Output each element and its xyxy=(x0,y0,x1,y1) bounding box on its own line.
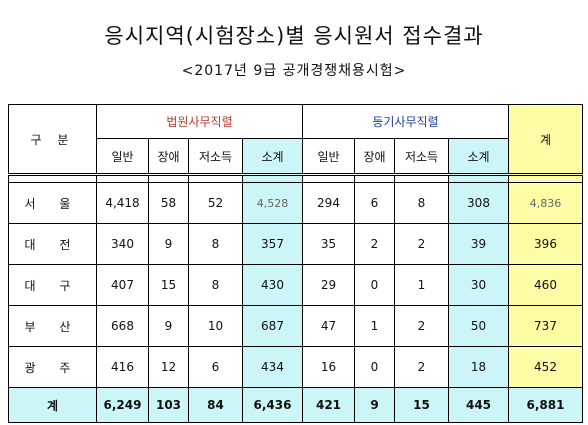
subheader: 일반 xyxy=(302,138,355,175)
table-cell: 1 xyxy=(394,264,449,306)
table-cell: 340 xyxy=(96,223,149,265)
table-cell: 407 xyxy=(96,264,149,306)
subtotal-cell: 687 xyxy=(242,305,303,347)
total-row: 계 6,249 103 84 6,436 421 9 15 445 6,881 xyxy=(8,387,583,423)
grand-total-cell: 452 xyxy=(508,346,583,388)
table-cell: 10 xyxy=(188,305,243,347)
table-row: 광 주 416 12 6 434 16 0 2 18 452 xyxy=(8,346,583,388)
table-cell: 6 xyxy=(354,182,395,224)
table-cell: 15 xyxy=(148,264,189,306)
corner-header: 구 분 xyxy=(8,104,97,175)
subtotal-cell: 430 xyxy=(242,264,303,306)
group-header-registry: 등기사무직렬 xyxy=(302,104,509,139)
results-table: 구 분 법원사무직렬 등기사무직렬 계 일반 장애 저소득 소계 일반 장애 저… xyxy=(8,104,583,423)
region-label: 서 울 xyxy=(8,182,97,224)
table-cell: 47 xyxy=(302,305,355,347)
table-cell: 8 xyxy=(188,223,243,265)
region-label: 광 주 xyxy=(8,346,97,388)
table-row: 대 구 407 15 8 430 29 0 1 30 460 xyxy=(8,264,583,306)
table-row: 대 전 340 9 8 357 35 2 2 39 396 xyxy=(8,223,583,265)
table-cell: 9 xyxy=(148,223,189,265)
table-cell: 1 xyxy=(354,305,395,347)
total-row-label: 계 xyxy=(8,387,97,423)
table-cell: 2 xyxy=(394,223,449,265)
table-cell: 9 xyxy=(148,305,189,347)
total-cell: 103 xyxy=(148,387,189,423)
region-label: 대 구 xyxy=(8,264,97,306)
table-row: 부 산 668 9 10 687 47 1 2 50 737 xyxy=(8,305,583,347)
subheader: 일반 xyxy=(96,138,149,175)
total-cell: 15 xyxy=(394,387,449,423)
region-label: 부 산 xyxy=(8,305,97,347)
table-cell: 2 xyxy=(354,223,395,265)
table-cell: 294 xyxy=(302,182,355,224)
table-cell: 2 xyxy=(394,305,449,347)
total-cell: 445 xyxy=(448,387,509,423)
table-cell: 0 xyxy=(354,346,395,388)
subtotal-cell: 50 xyxy=(448,305,509,347)
group-header-court: 법원사무직렬 xyxy=(96,104,303,139)
grand-total-cell: 4,836 xyxy=(508,182,583,224)
total-cell: 9 xyxy=(354,387,395,423)
subheader: 소계 xyxy=(448,138,509,175)
table-cell: 8 xyxy=(394,182,449,224)
table-row: 서 울 4,418 58 52 4,528 294 6 8 308 4,836 xyxy=(8,182,583,224)
total-cell: 84 xyxy=(188,387,243,423)
table-cell: 2 xyxy=(394,346,449,388)
total-cell: 421 xyxy=(302,387,355,423)
table-cell: 6 xyxy=(188,346,243,388)
grand-total-cell: 737 xyxy=(508,305,583,347)
page-title: 응시지역(시험장소)별 응시원서 접수결과 xyxy=(104,24,484,48)
table-cell: 8 xyxy=(188,264,243,306)
region-label: 대 전 xyxy=(8,223,97,265)
subheader: 소계 xyxy=(242,138,303,175)
subtotal-cell: 308 xyxy=(448,182,509,224)
subheader: 장애 xyxy=(354,138,395,175)
subtotal-cell: 18 xyxy=(448,346,509,388)
table-cell: 29 xyxy=(302,264,355,306)
subheader: 저소득 xyxy=(394,138,449,175)
subtotal-cell: 39 xyxy=(448,223,509,265)
total-cell: 6,436 xyxy=(242,387,303,423)
table-cell: 0 xyxy=(354,264,395,306)
total-cell: 6,249 xyxy=(96,387,149,423)
page-subtitle: <2017년 9급 공개경쟁채용시험> xyxy=(181,63,407,79)
subtotal-cell: 4,528 xyxy=(242,182,303,224)
table-cell: 12 xyxy=(148,346,189,388)
table-cell: 58 xyxy=(148,182,189,224)
table-cell: 668 xyxy=(96,305,149,347)
grand-total-cell: 6,881 xyxy=(508,387,583,423)
grand-total-cell: 460 xyxy=(508,264,583,306)
subtotal-cell: 357 xyxy=(242,223,303,265)
table-cell: 35 xyxy=(302,223,355,265)
subheader: 저소득 xyxy=(188,138,243,175)
subheader: 장애 xyxy=(148,138,189,175)
subtotal-cell: 434 xyxy=(242,346,303,388)
table-cell: 16 xyxy=(302,346,355,388)
table-cell: 4,418 xyxy=(96,182,149,224)
total-header: 계 xyxy=(508,104,583,175)
grand-total-cell: 396 xyxy=(508,223,583,265)
subtotal-cell: 30 xyxy=(448,264,509,306)
table-cell: 416 xyxy=(96,346,149,388)
table-cell: 52 xyxy=(188,182,243,224)
